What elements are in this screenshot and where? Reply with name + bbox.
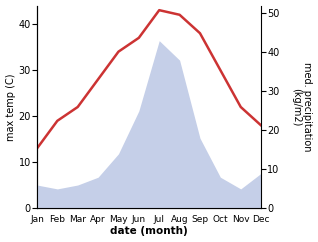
Y-axis label: med. precipitation
(kg/m2): med. precipitation (kg/m2) bbox=[291, 62, 313, 152]
Y-axis label: max temp (C): max temp (C) bbox=[5, 73, 16, 141]
X-axis label: date (month): date (month) bbox=[110, 227, 188, 236]
